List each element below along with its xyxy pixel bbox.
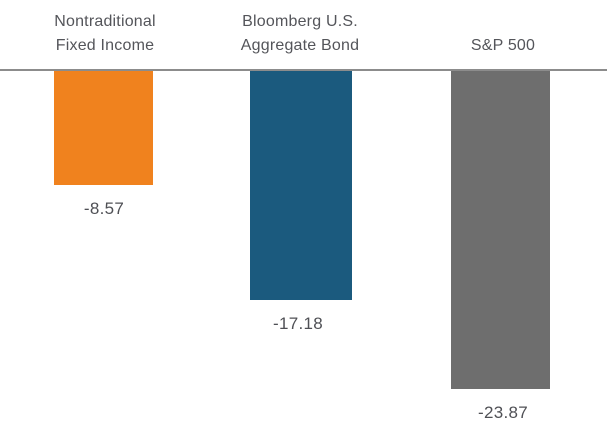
value-label-nontraditional-fixed-income: -8.57: [83, 199, 125, 219]
category-label-line: Nontraditional: [54, 13, 156, 30]
bar-sp-500: [451, 71, 550, 390]
category-label-nontraditional-fixed-income: Nontraditional Fixed Income: [0, 0, 210, 58]
category-label-sp-500: S&P 500: [398, 0, 607, 58]
value-label-sp-500: -23.87: [477, 403, 528, 423]
category-label-line: Bloomberg U.S.: [242, 13, 358, 30]
bar-bloomberg-us-aggregate-bond: [250, 71, 352, 300]
category-label-line: Aggregate Bond: [240, 37, 360, 54]
zero-axis-line: [0, 69, 607, 71]
value-label-bloomberg-us-aggregate-bond: -17.18: [272, 314, 323, 333]
category-label-line: S&P 500: [470, 37, 536, 54]
bar-nontraditional-fixed-income: [54, 71, 153, 186]
category-label-bloomberg-us-aggregate-bond: Bloomberg U.S. Aggregate Bond: [195, 0, 405, 58]
category-label-line: Fixed Income: [55, 37, 155, 54]
